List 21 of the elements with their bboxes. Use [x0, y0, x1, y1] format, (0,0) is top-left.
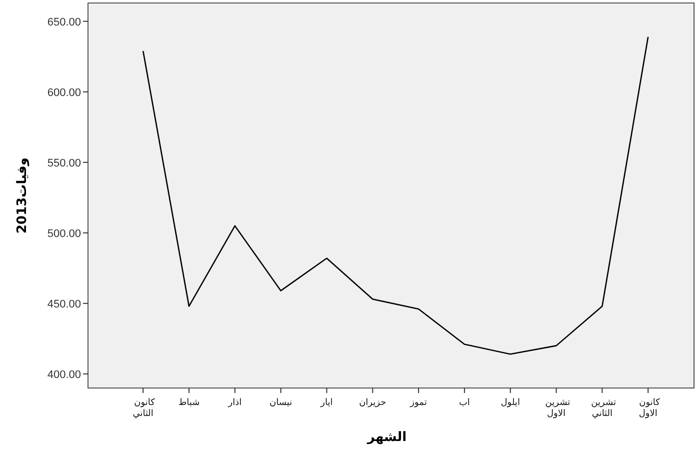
x-tick-label: نيسان [270, 398, 292, 408]
y-axis-title: وفيات2013 [15, 157, 30, 234]
x-tick-label: حزيران [359, 398, 386, 408]
y-tick-label: 400.00 [47, 368, 81, 381]
line-series [142, 36, 649, 355]
y-tick-label: 550.00 [47, 157, 81, 170]
x-tick-label: تشرين الثاني [588, 398, 617, 419]
y-tick-label: 500.00 [47, 228, 81, 240]
x-tick-label: كانون الاول [636, 398, 661, 419]
x-tick-label: تشرين الاول [542, 398, 571, 419]
x-tick-label: كانون الثاني [131, 398, 156, 419]
x-axis-title: الشهر [366, 430, 407, 445]
x-tick-label: شباط [178, 398, 200, 408]
x-tick-label: ايار [320, 398, 333, 408]
x-tick-label: تموز [409, 398, 428, 408]
y-tick-label: 450.00 [47, 298, 81, 310]
x-tick-label: ايلول [500, 398, 520, 408]
y-tick-label: 600.00 [47, 86, 81, 99]
y-tick-label: 650.00 [47, 16, 81, 28]
x-tick-label: اذار [227, 398, 242, 408]
x-tick-label: اب [458, 398, 470, 408]
